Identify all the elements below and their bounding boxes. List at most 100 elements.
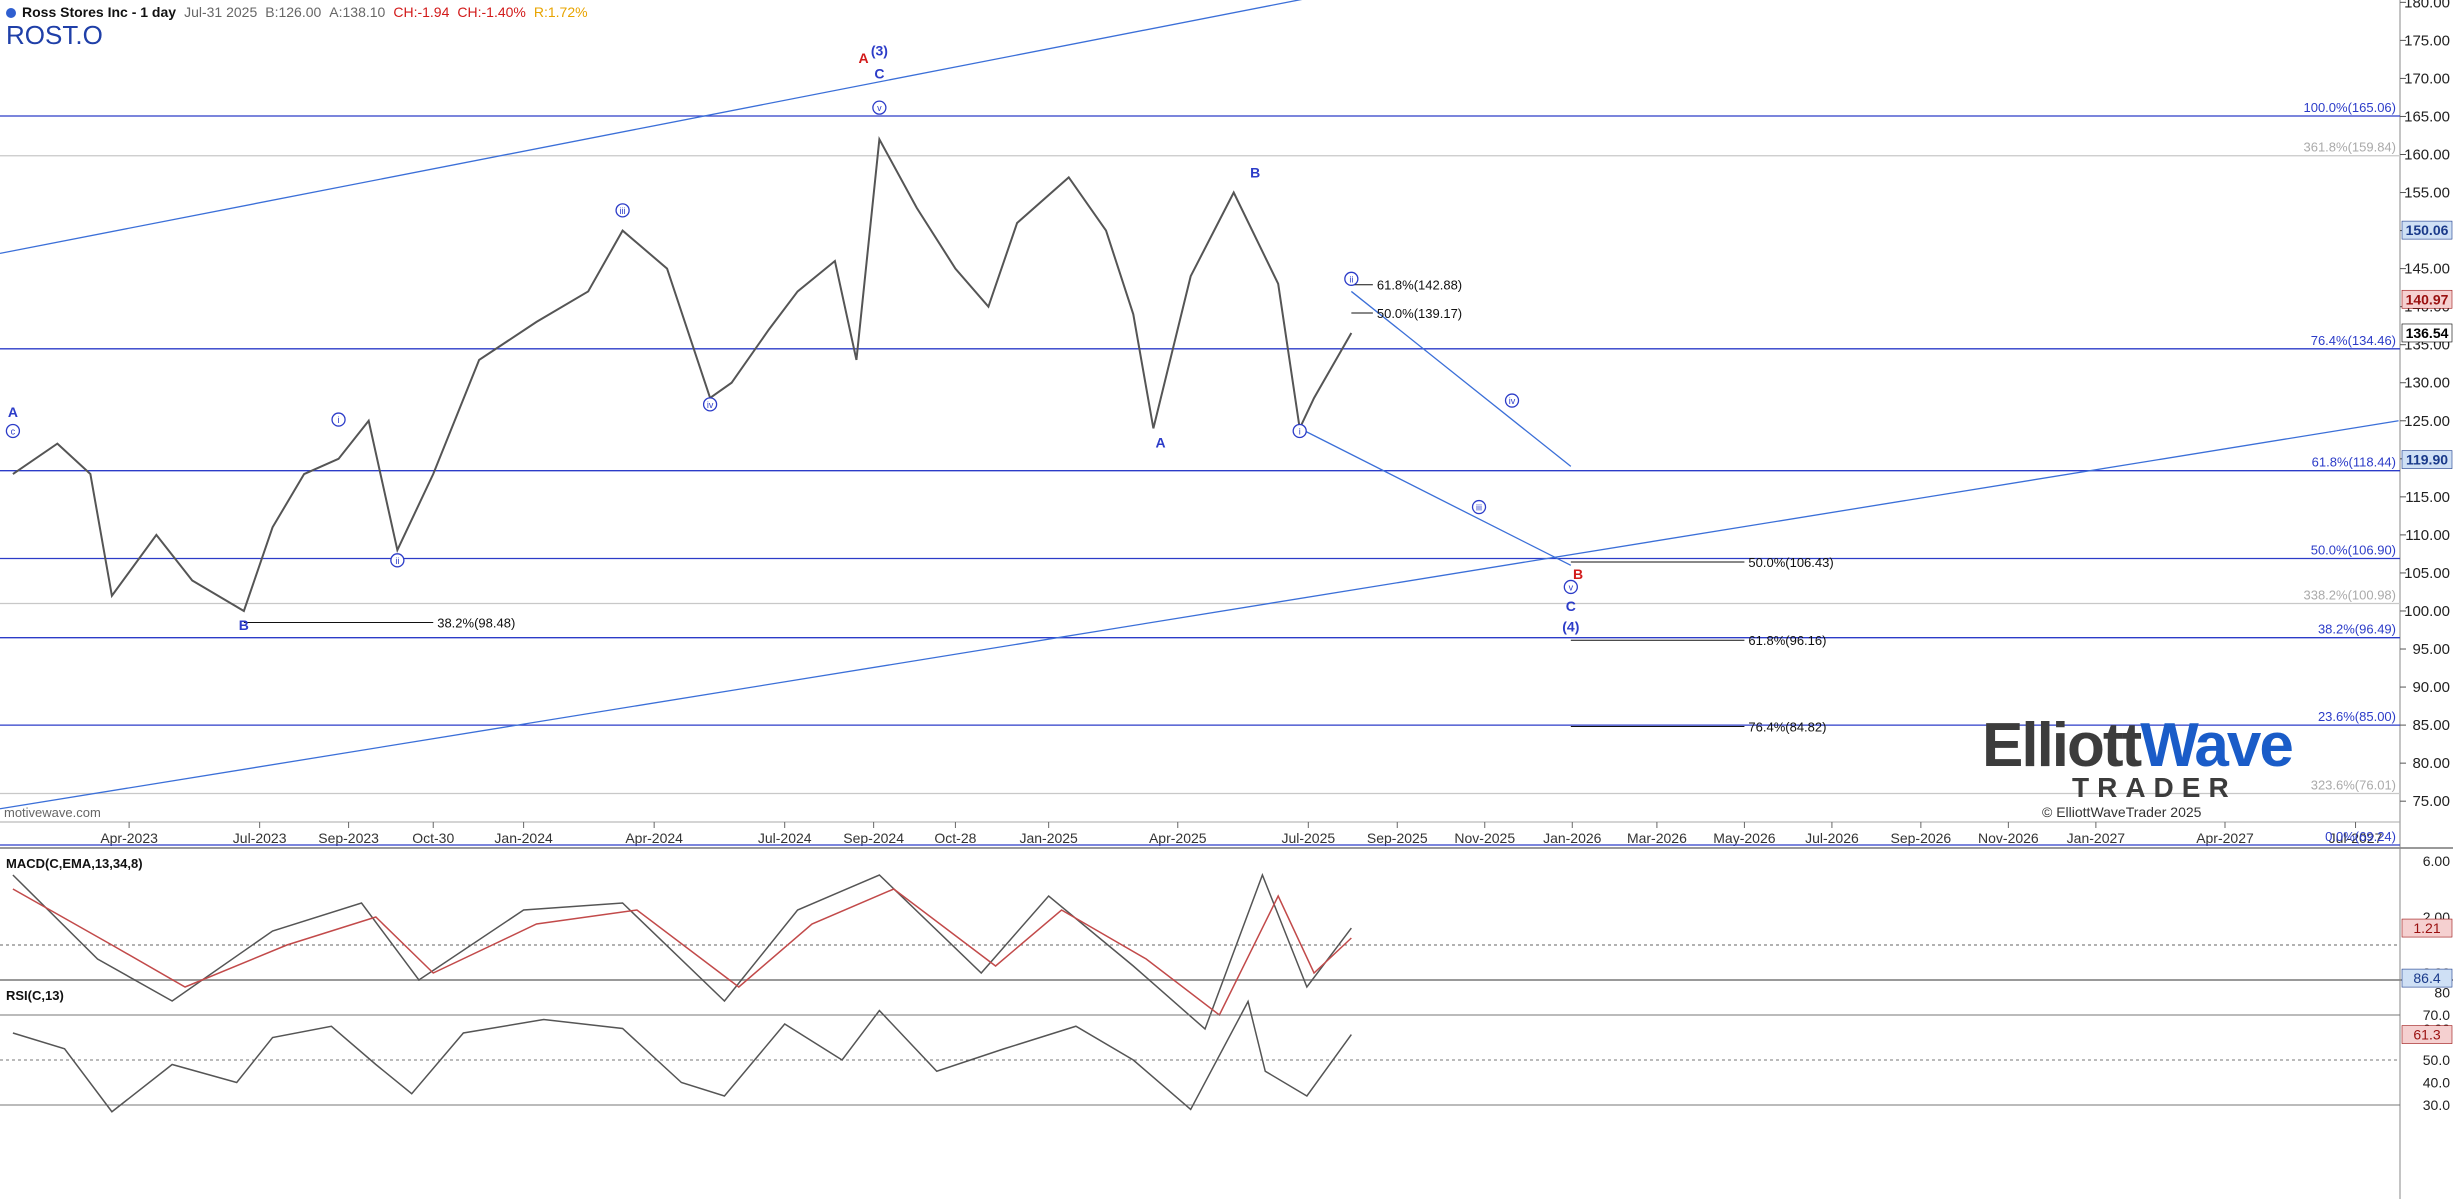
- price-badge-label: 119.90: [2406, 452, 2448, 468]
- x-tick-label: Sep-2023: [318, 830, 379, 846]
- x-tick-label: Oct-28: [934, 830, 976, 846]
- wave-label: ii: [1349, 274, 1353, 284]
- wave-label-circle: [390, 553, 405, 568]
- wave-label: A: [859, 50, 869, 66]
- fib-level-label: 0.0%(69.24): [2325, 829, 2396, 844]
- price-badge-label: 150.06: [2406, 222, 2449, 238]
- x-tick-label: Jan-2024: [494, 830, 553, 846]
- trend-line: [0, 0, 1303, 255]
- wave-label: iv: [707, 400, 714, 410]
- logo-copyright: © ElliottWaveTrader 2025: [2042, 804, 2202, 820]
- price-badge-label: 136.54: [2406, 325, 2449, 341]
- x-tick-label: Sep-2026: [1891, 830, 1952, 846]
- price-badge: [2401, 220, 2453, 240]
- trend-line: [1350, 290, 1572, 467]
- x-tick-label: Jul-2026: [1805, 830, 1859, 846]
- y-tick-label: 175.00: [2404, 32, 2450, 49]
- change-percent: CH:-1.40%: [457, 4, 526, 20]
- fib-level-label: 76.4%(134.46): [2311, 333, 2396, 348]
- fib-projection-label: 61.8%(142.88): [1377, 278, 1462, 293]
- rsi-badge-label: 61.3: [2413, 1027, 2440, 1043]
- fib-level-label: 338.2%(100.98): [2303, 588, 2396, 603]
- fib-projection-label: 50.0%(106.43): [1748, 555, 1833, 570]
- rsi-tick-label: 40.0: [2423, 1075, 2450, 1091]
- y-tick-label: 85.00: [2412, 717, 2450, 734]
- wave-label: i: [338, 415, 340, 425]
- ticker-symbol: ROST.O: [6, 20, 103, 50]
- bar-date: Jul-31 2025: [184, 4, 258, 20]
- wave-label-circle: [1563, 579, 1578, 595]
- macd-tick-label: 6.00: [2423, 853, 2450, 869]
- chart-header: Ross Stores Inc - 1 day Jul-31 2025 B:126.…: [6, 4, 588, 20]
- macd-panel-title: MACD(C,EMA,13,34,8): [6, 856, 143, 871]
- rsi-badge-label: 86.4: [2413, 970, 2440, 986]
- rsi-line: [12, 999, 1352, 1113]
- price-badge: [2401, 450, 2453, 469]
- rsi-tick-label: 70.0: [2423, 1007, 2450, 1023]
- x-tick-label: Mar-2026: [1627, 830, 1687, 846]
- x-tick-label: Sep-2025: [1367, 830, 1428, 846]
- x-tick-label: Jul-2023: [233, 830, 287, 846]
- x-tick-label: Jul-2027: [2329, 830, 2383, 846]
- fib-level-label: 361.8%(159.84): [2303, 140, 2396, 155]
- wave-label: A: [1155, 434, 1165, 450]
- y-tick-label: 160.00: [2404, 146, 2450, 163]
- y-tick-label: 90.00: [2412, 679, 2450, 696]
- wave-label: v: [877, 103, 882, 113]
- instrument-name: Ross Stores Inc - 1 day: [22, 4, 177, 20]
- x-tick-label: Jul-2024: [758, 830, 812, 846]
- fib-level-label: 50.0%(106.90): [2311, 542, 2396, 557]
- x-tick-label: May-2026: [1713, 830, 1775, 846]
- trend-line: [0, 420, 2399, 810]
- wave-label-circle: [1292, 423, 1307, 439]
- x-tick-label: Nov-2025: [1454, 830, 1515, 846]
- rsi-tick-label: 50.0: [2423, 1052, 2450, 1068]
- ask-value: A:138.10: [329, 4, 386, 20]
- wave-label-circle: [1504, 393, 1520, 408]
- rsi-tick-label: 30.0: [2423, 1097, 2450, 1113]
- macd-badge-label: 1.21: [2413, 920, 2440, 936]
- fib-projection-label: 61.8%(96.16): [1748, 633, 1826, 648]
- macd-badge: [2401, 918, 2453, 938]
- y-tick-label: 170.00: [2404, 70, 2450, 87]
- y-tick-label: 125.00: [2404, 413, 2450, 430]
- rsi-badge: [2401, 968, 2453, 988]
- price-badge: [2401, 289, 2453, 309]
- rsi-panel-title: RSI(C,13): [6, 988, 64, 1003]
- price-line: [12, 135, 1353, 613]
- fib-level-label: 38.2%(96.49): [2318, 622, 2396, 637]
- wave-label: iii: [1476, 503, 1482, 513]
- change-value: CH:-1.94: [393, 4, 450, 20]
- wave-label-circle: [1344, 271, 1359, 286]
- wave-label-circle: [702, 397, 718, 412]
- x-tick-label: Apr-2023: [100, 830, 158, 846]
- macd-line: [12, 872, 1352, 1031]
- wave-label: iv: [1509, 396, 1516, 406]
- fib-level-label: 323.6%(76.01): [2311, 777, 2396, 792]
- wave-label: c: [11, 426, 16, 436]
- range-ratio: R:1.72%: [533, 4, 588, 20]
- x-tick-label: Apr-2027: [2196, 830, 2254, 846]
- rsi-badge: [2401, 1025, 2453, 1044]
- x-tick-label: Nov-2026: [1978, 830, 2039, 846]
- fib-projection-label: 76.4%(84.82): [1748, 719, 1826, 734]
- fib-level-label: 23.6%(85.00): [2318, 709, 2396, 724]
- wave-label-circle: [615, 203, 630, 218]
- fib-projection-label: 38.2%(98.48): [437, 616, 515, 631]
- x-tick-label: Jan-2027: [2067, 830, 2126, 846]
- wave-label: B: [239, 617, 249, 633]
- y-tick-label: 145.00: [2404, 261, 2450, 278]
- x-tick-label: Oct-30: [412, 830, 454, 846]
- y-tick-label: 115.00: [2405, 489, 2450, 506]
- wave-label: i: [1299, 426, 1301, 436]
- wave-label-circle: [1471, 499, 1487, 515]
- x-tick-label: Jan-2026: [1543, 830, 1602, 846]
- logo-wordmark: ElliottWave: [1982, 711, 2294, 780]
- trend-line: [1299, 427, 1572, 566]
- fib-level-label: 61.8%(118.44): [2312, 455, 2396, 470]
- wave-label: A: [8, 404, 18, 420]
- x-tick-label: Apr-2025: [1149, 830, 1207, 846]
- wave-label: (3): [871, 43, 888, 59]
- fib-level-label: 100.0%(165.06): [2303, 100, 2396, 115]
